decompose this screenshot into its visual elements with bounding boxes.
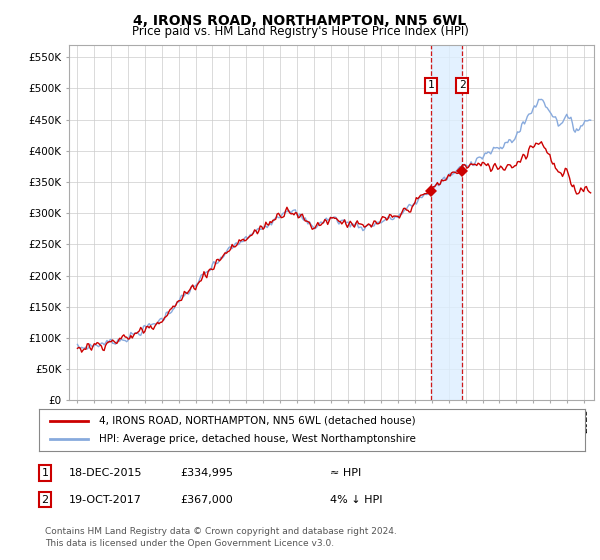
Text: 2: 2 <box>41 494 49 505</box>
Text: This data is licensed under the Open Government Licence v3.0.: This data is licensed under the Open Gov… <box>45 539 334 548</box>
Text: £334,995: £334,995 <box>180 468 233 478</box>
Text: 19-OCT-2017: 19-OCT-2017 <box>69 494 142 505</box>
Text: 4% ↓ HPI: 4% ↓ HPI <box>330 494 383 505</box>
Text: HPI: Average price, detached house, West Northamptonshire: HPI: Average price, detached house, West… <box>99 434 416 444</box>
Text: Contains HM Land Registry data © Crown copyright and database right 2024.: Contains HM Land Registry data © Crown c… <box>45 528 397 536</box>
Text: 1: 1 <box>428 80 434 90</box>
Text: 18-DEC-2015: 18-DEC-2015 <box>69 468 143 478</box>
Text: 4, IRONS ROAD, NORTHAMPTON, NN5 6WL: 4, IRONS ROAD, NORTHAMPTON, NN5 6WL <box>133 14 467 28</box>
Text: ≈ HPI: ≈ HPI <box>330 468 361 478</box>
Text: 4, IRONS ROAD, NORTHAMPTON, NN5 6WL (detached house): 4, IRONS ROAD, NORTHAMPTON, NN5 6WL (det… <box>99 416 416 426</box>
Text: 1: 1 <box>41 468 49 478</box>
Bar <box>431 45 463 400</box>
Text: 2: 2 <box>459 80 466 90</box>
Text: £367,000: £367,000 <box>180 494 233 505</box>
Text: Price paid vs. HM Land Registry's House Price Index (HPI): Price paid vs. HM Land Registry's House … <box>131 25 469 38</box>
